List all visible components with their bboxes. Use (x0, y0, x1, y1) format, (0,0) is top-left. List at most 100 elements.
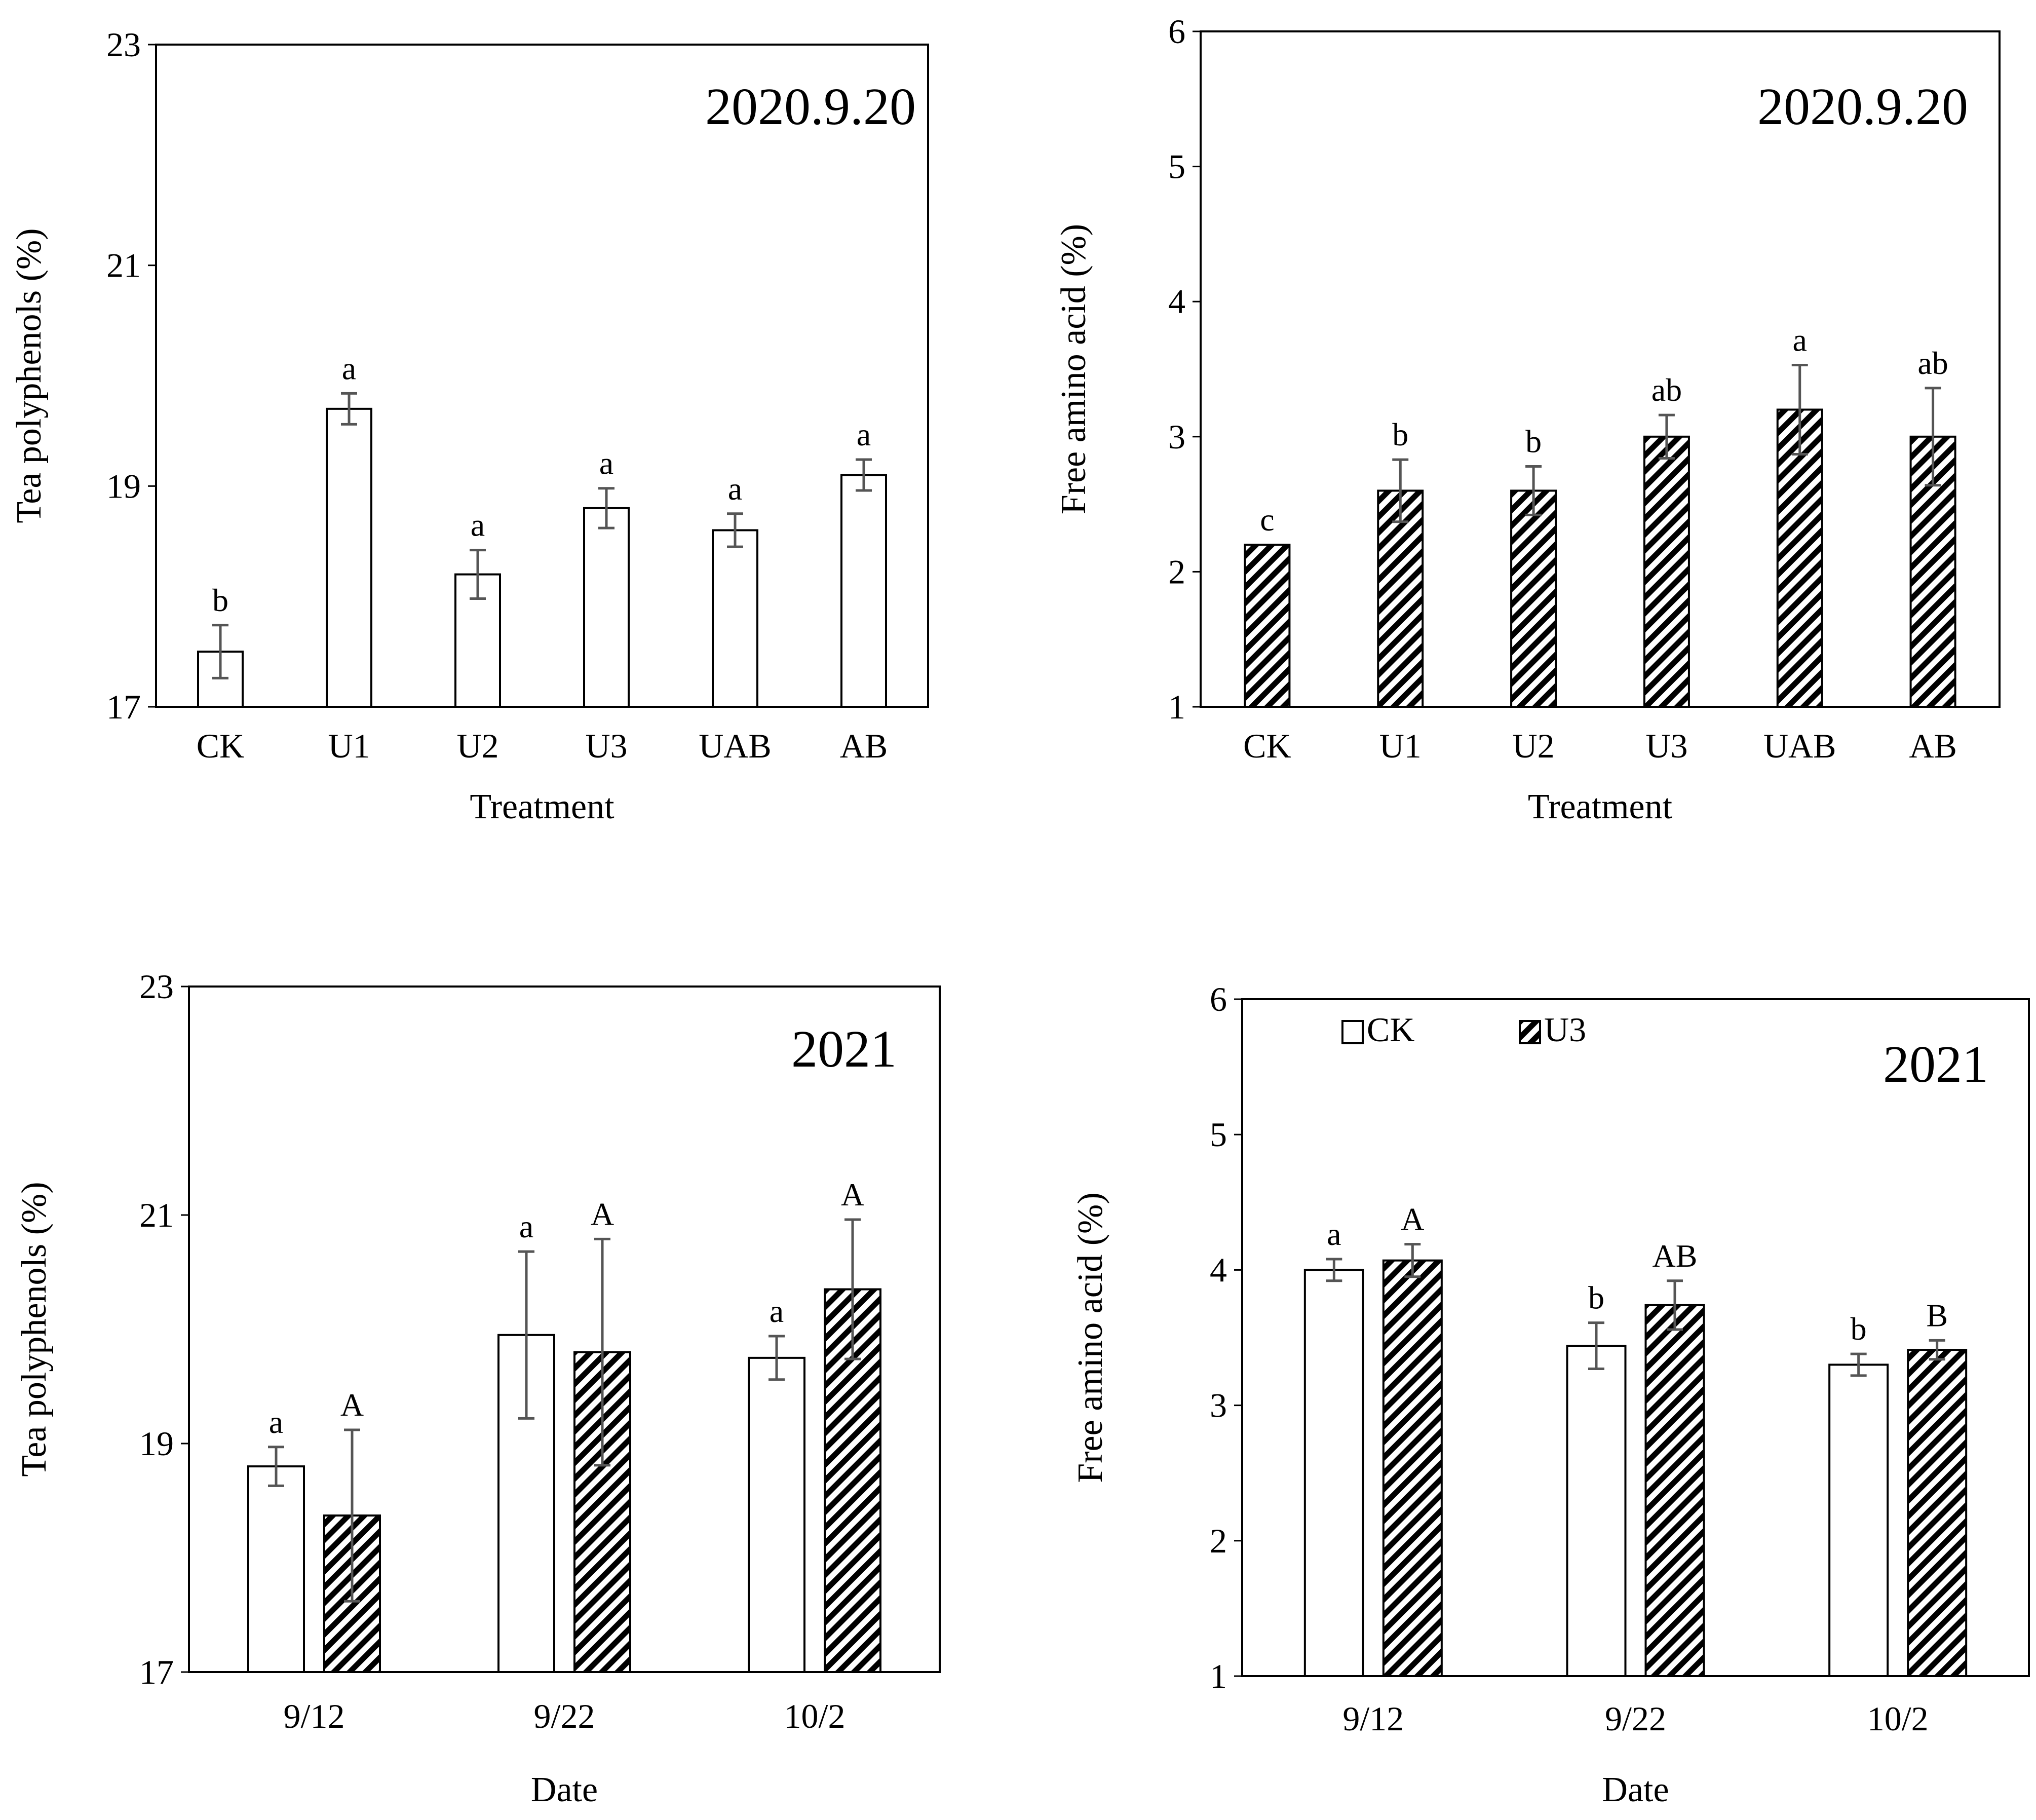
y-axis-label: Tea polyphenols (%) (10, 228, 49, 523)
significance-label: b (1392, 416, 1408, 452)
x-tick-label: 10/2 (1867, 1699, 1929, 1738)
x-tick-label: U1 (328, 727, 370, 765)
bar (1377, 489, 1424, 708)
significance-label: A (841, 1177, 864, 1212)
legend-label: U3 (1544, 1010, 1586, 1049)
panel-date-label: 2021 (791, 1020, 897, 1078)
y-axis-label: Free amino acid (%) (1054, 224, 1093, 514)
x-tick-label: U2 (456, 727, 498, 765)
legend-swatch (1519, 1020, 1541, 1044)
y-tick-label: 19 (139, 1424, 174, 1463)
plot-frame (1241, 998, 2030, 1677)
x-tick-label: CK (1243, 727, 1291, 765)
significance-label: A (1401, 1201, 1424, 1237)
bar (1907, 1349, 1968, 1678)
y-tick-label: 5 (1168, 147, 1185, 186)
y-tick-label: 21 (106, 246, 141, 285)
bar (583, 507, 630, 708)
y-tick-label: 1 (1210, 1657, 1227, 1695)
x-tick-label: 9/12 (1342, 1699, 1404, 1738)
significance-label: a (599, 445, 613, 481)
y-tick-label: 4 (1210, 1250, 1227, 1289)
x-axis-label: Treatment (1528, 787, 1673, 826)
chart-tea-polyphenols-2021: 17 19 21 23 9/12 a A 9/22 a A 10/2 a A Date Tea polyph… (15, 967, 941, 1809)
x-axis-label: Date (531, 1770, 598, 1809)
bar (1382, 1259, 1443, 1678)
panel-date-label: 2020.9.20 (1757, 78, 1968, 136)
bar (326, 407, 372, 708)
plot-frame (1200, 30, 2001, 708)
x-tick-label: 10/2 (784, 1697, 846, 1735)
x-tick-label: CK (197, 727, 244, 765)
y-axis-label: Tea polyphenols (%) (15, 1182, 54, 1476)
significance-label: c (1260, 502, 1274, 538)
x-tick-label: U3 (585, 727, 627, 765)
significance-label: a (857, 416, 871, 452)
x-axis-label: Treatment (470, 787, 614, 826)
y-tick-label: 19 (106, 467, 141, 505)
y-tick-label: 6 (1168, 12, 1185, 51)
y-tick-label: 5 (1210, 1115, 1227, 1154)
bar (1776, 408, 1823, 708)
bar (1303, 1269, 1364, 1677)
y-tick-label: 17 (139, 1653, 174, 1691)
x-axis-label: Date (1602, 1770, 1669, 1809)
y-tick-label: 4 (1168, 282, 1185, 321)
y-tick-label: 21 (139, 1196, 174, 1234)
x-tick-label: 9/22 (1605, 1699, 1666, 1738)
significance-label: a (342, 350, 356, 386)
y-tick-label: 1 (1168, 688, 1185, 726)
bar (1510, 489, 1557, 708)
bar (748, 1356, 805, 1673)
x-tick-label: U1 (1379, 727, 1422, 765)
legend-label: CK (1367, 1010, 1414, 1049)
x-tick-label: AB (840, 727, 888, 765)
plot-frame (188, 985, 941, 1673)
y-tick-label: 6 (1210, 980, 1227, 1018)
significance-label: b (1588, 1280, 1604, 1316)
y-tick-label: 23 (139, 967, 174, 1006)
significance-label: a (728, 471, 742, 507)
legend-swatch (1341, 1020, 1364, 1044)
x-tick-label: U2 (1513, 727, 1555, 765)
significance-label: B (1926, 1297, 1948, 1333)
x-tick-label: U3 (1645, 727, 1687, 765)
chart-tea-polyphenols-2020: 17 19 21 23 CK b U1 a U2 a U3 a UAB a AB a Treatment Tea … (10, 25, 929, 826)
significance-label: b (1851, 1311, 1867, 1347)
chart-free-amino-acid-2020: 1 2 3 4 5 6 CK c U1 b U2 b U3 ab UAB a AB ab Treatment Free… (1054, 12, 2001, 826)
y-tick-label: 2 (1210, 1522, 1227, 1560)
significance-label: b (1525, 423, 1542, 459)
chart-free-amino-acid-2021: 1 2 3 4 5 6 9/12 a A 9/22 b AB 10/2 b B Date Free amino … (1071, 980, 2030, 1809)
x-tick-label: 9/12 (284, 1697, 345, 1735)
significance-label: ab (1651, 372, 1682, 408)
x-tick-label: UAB (699, 727, 772, 765)
x-tick-label: AB (1909, 727, 1956, 765)
y-axis-label: Free amino acid (%) (1071, 1192, 1110, 1483)
significance-label: a (471, 507, 485, 543)
significance-label: a (1327, 1216, 1341, 1252)
significance-label: A (591, 1196, 614, 1232)
significance-label: a (1793, 322, 1807, 358)
panel-date-label: 2020.9.20 (705, 78, 916, 136)
significance-label: a (770, 1293, 784, 1329)
bar (1643, 435, 1690, 708)
x-tick-label: UAB (1763, 727, 1836, 765)
significance-label: A (340, 1387, 364, 1423)
significance-label: ab (1917, 345, 1948, 381)
bar (1566, 1345, 1627, 1677)
bar (1244, 544, 1291, 708)
y-tick-label: 17 (106, 688, 141, 726)
significance-label: b (212, 582, 228, 618)
significance-label: a (519, 1208, 533, 1244)
panel-date-label: 2021 (1883, 1035, 1988, 1093)
y-tick-label: 3 (1210, 1386, 1227, 1425)
significance-label: AB (1653, 1238, 1698, 1274)
bar (247, 1465, 305, 1674)
y-tick-label: 23 (106, 25, 141, 64)
y-tick-label: 2 (1168, 552, 1185, 591)
bar (840, 474, 887, 708)
significance-label: a (269, 1404, 283, 1440)
bar (712, 529, 758, 708)
bar (1644, 1304, 1705, 1678)
